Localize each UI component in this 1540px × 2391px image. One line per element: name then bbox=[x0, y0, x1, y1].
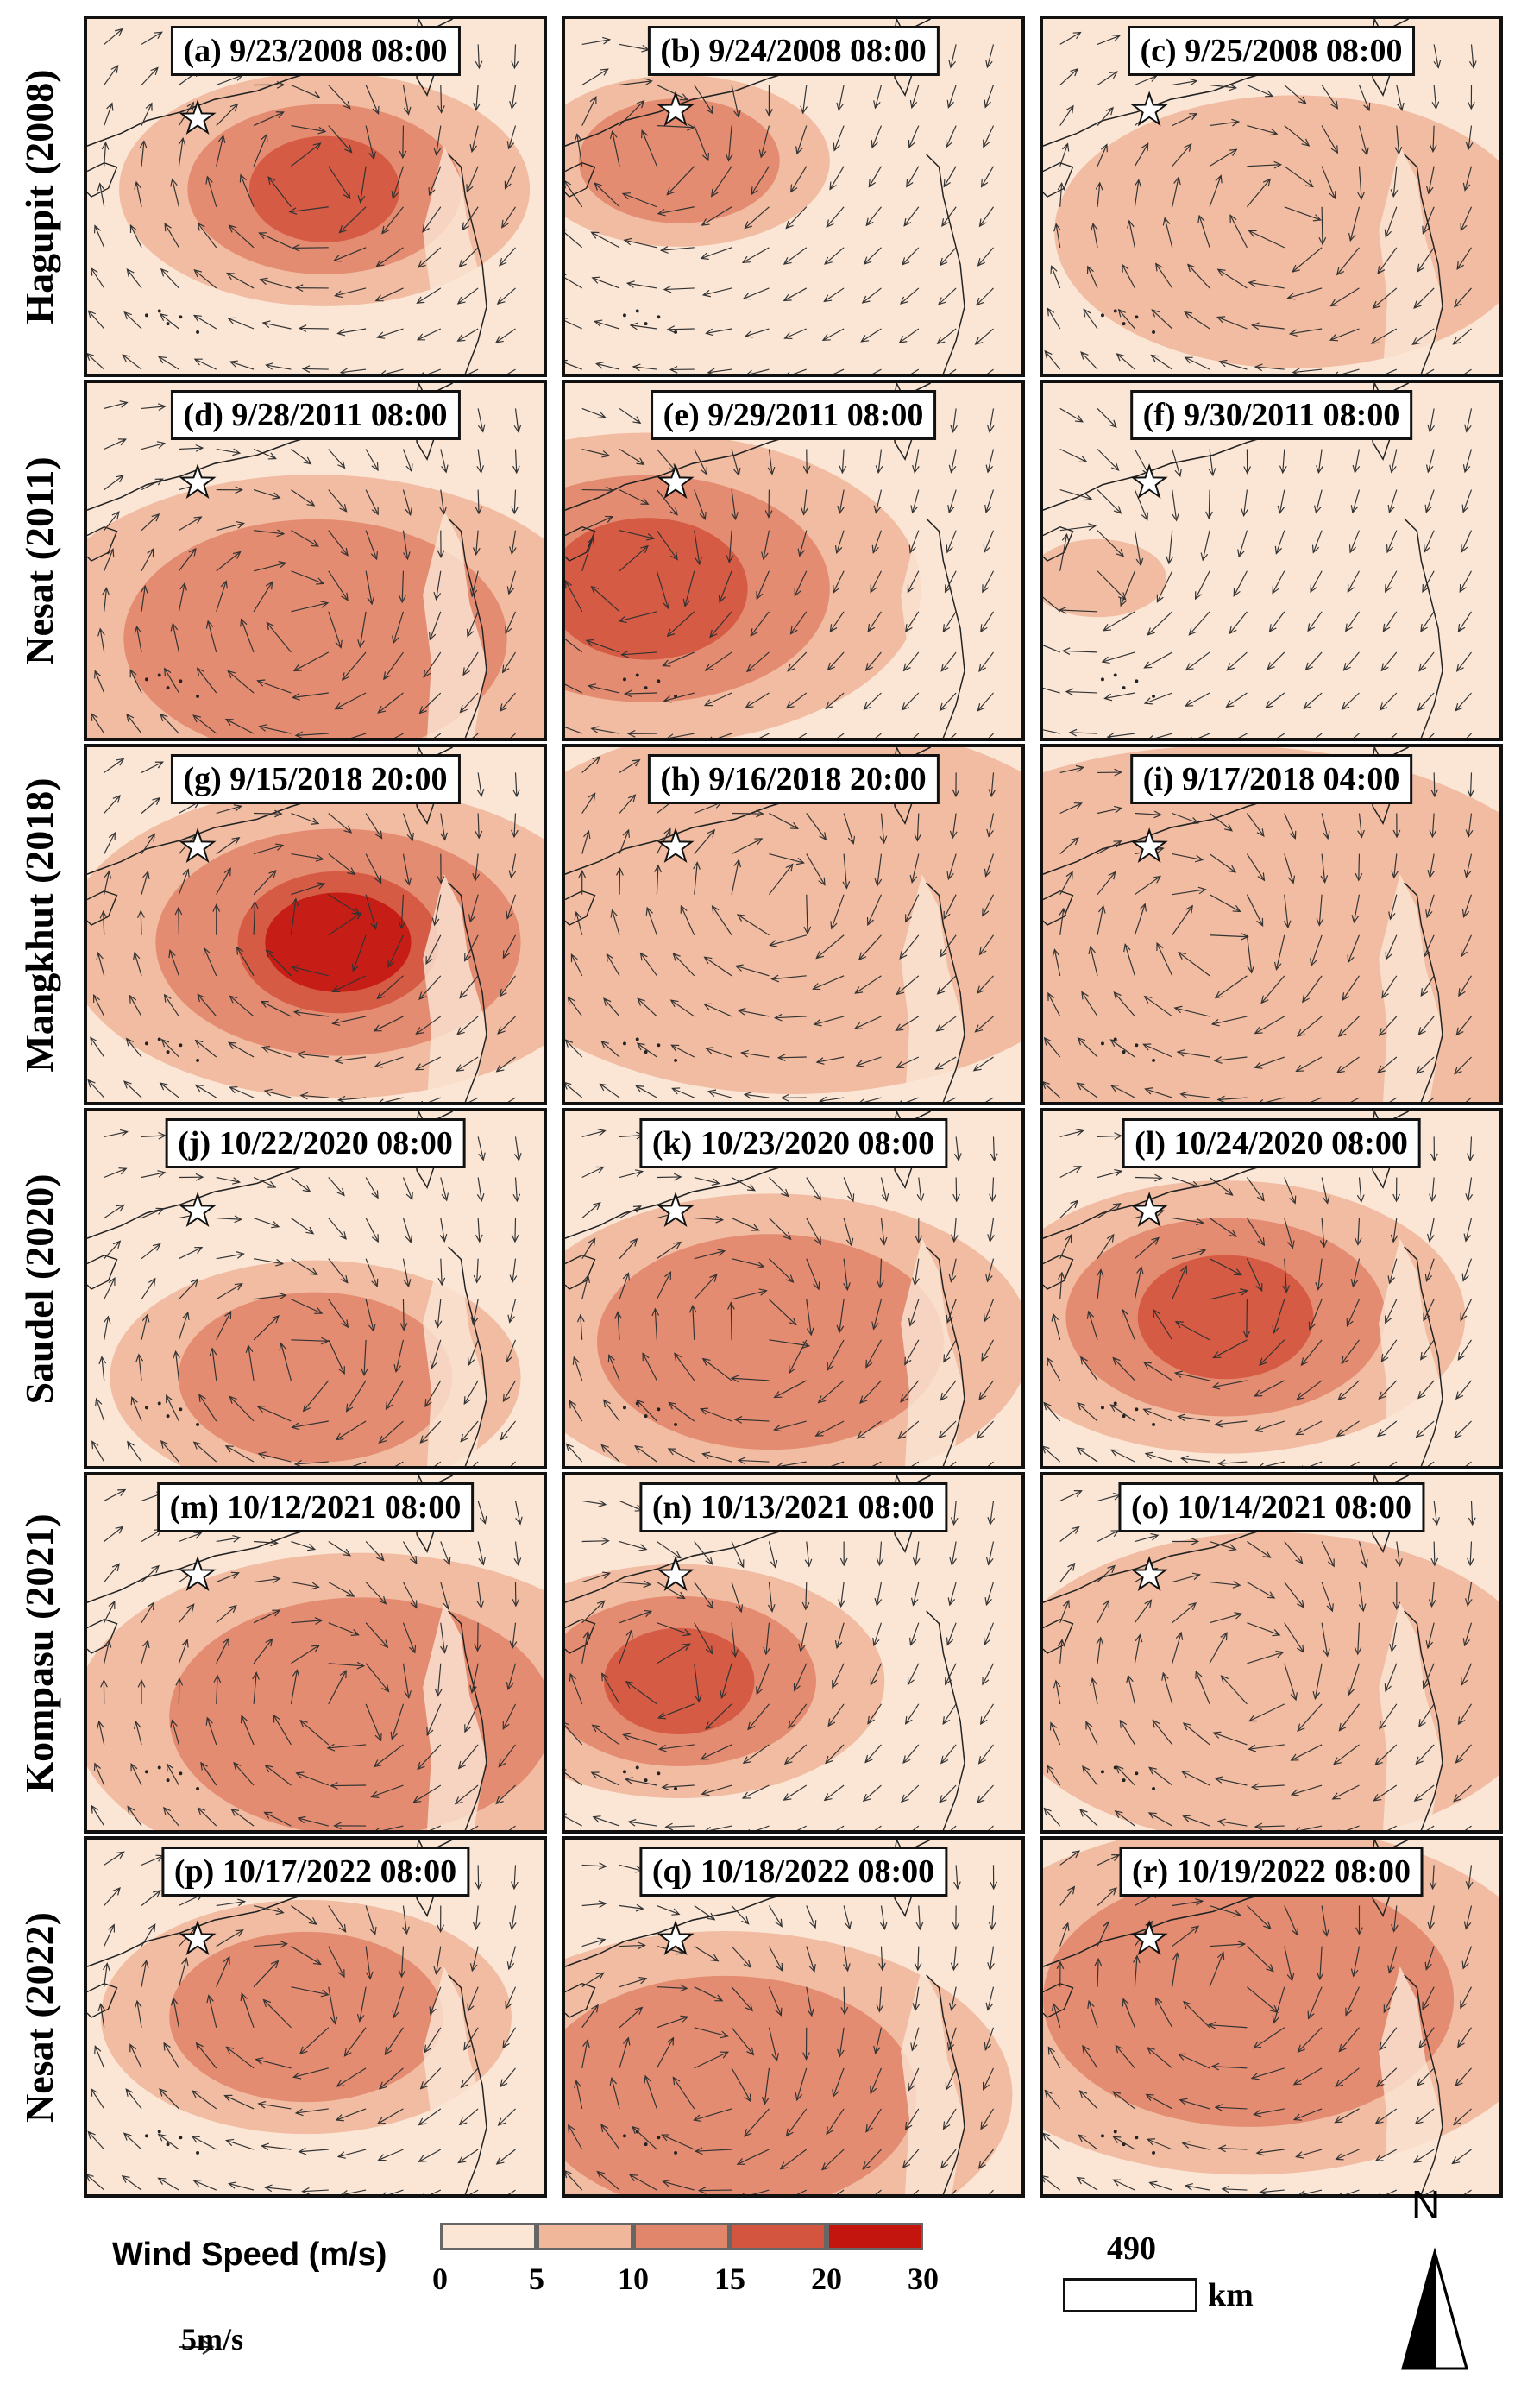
storm-row-label: Kompasu (2021) bbox=[16, 1513, 61, 1793]
location-star-icon bbox=[1130, 91, 1168, 127]
location-star-icon bbox=[179, 827, 217, 864]
panel-title: (c) 9/25/2008 08:00 bbox=[1127, 26, 1416, 76]
wind-map-panel: (o) 10/14/2021 08:00 bbox=[1040, 1472, 1503, 1834]
wind-map-panel: (d) 9/28/2011 08:00 bbox=[84, 380, 547, 741]
wind-field-map bbox=[87, 19, 544, 374]
wind-field-map bbox=[1043, 1840, 1499, 2194]
wind-map-panel: (l) 10/24/2020 08:00 bbox=[1040, 1108, 1503, 1469]
legend-tick-label: 5 bbox=[529, 2262, 544, 2296]
panel-title: (d) 9/28/2011 08:00 bbox=[170, 390, 461, 440]
panel-title: (g) 9/15/2018 20:00 bbox=[170, 754, 461, 804]
legend-swatch bbox=[730, 2223, 827, 2250]
panel-title: (f) 9/30/2011 08:00 bbox=[1129, 390, 1413, 440]
wind-map-panel: (a) 9/23/2008 08:00 bbox=[84, 16, 547, 377]
panel-title: (j) 10/22/2020 08:00 bbox=[165, 1118, 466, 1168]
panel-title: (q) 10/18/2022 08:00 bbox=[638, 1847, 948, 1897]
location-star-icon bbox=[1130, 463, 1168, 500]
wind-map-panel: (c) 9/25/2008 08:00 bbox=[1040, 16, 1503, 377]
location-star-icon bbox=[179, 463, 217, 500]
location-star-icon bbox=[657, 1920, 695, 1956]
storm-row-label: Mangkhut (2018) bbox=[16, 777, 61, 1073]
legend-swatch bbox=[440, 2223, 537, 2250]
location-star-icon bbox=[1130, 1920, 1168, 1956]
location-star-icon bbox=[179, 1556, 217, 1592]
location-star-icon bbox=[1130, 827, 1168, 864]
wind-field-map bbox=[565, 383, 1021, 738]
wind-map-panel: (e) 9/29/2011 08:00 bbox=[562, 380, 1025, 741]
wind-field-map bbox=[1043, 383, 1499, 738]
panel-title: (e) 9/29/2011 08:00 bbox=[650, 390, 937, 440]
wind-field-map bbox=[87, 1840, 544, 2194]
storm-row-label: Hagupit (2008) bbox=[16, 68, 61, 324]
panel-title: (n) 10/13/2021 08:00 bbox=[638, 1482, 948, 1532]
reference-arrow-icon bbox=[179, 2339, 215, 2355]
location-star-icon bbox=[179, 99, 217, 135]
legend-swatch bbox=[537, 2223, 633, 2250]
legend-swatch bbox=[827, 2223, 923, 2250]
legend-tick-label: 20 bbox=[811, 2262, 842, 2296]
wind-field-map bbox=[565, 1111, 1021, 1466]
legend-tick-label: 15 bbox=[714, 2262, 745, 2296]
wind-map-panel: (p) 10/17/2022 08:00 bbox=[84, 1836, 547, 2198]
storm-row-label: Nesat (2011) bbox=[16, 456, 61, 665]
wind-map-panel: (n) 10/13/2021 08:00 bbox=[562, 1472, 1025, 1834]
wind-map-panel: (j) 10/22/2020 08:00 bbox=[84, 1108, 547, 1469]
wind-field-map bbox=[87, 383, 544, 738]
scale-bar-unit: km bbox=[1208, 2277, 1254, 2313]
reference-arrow-label: 5m/s bbox=[181, 2322, 243, 2356]
wind-map-panel: (g) 9/15/2018 20:00 bbox=[84, 744, 547, 1105]
legend-tick-label: 30 bbox=[908, 2262, 939, 2296]
wind-field-map bbox=[565, 1840, 1021, 2194]
wind-map-panel: (q) 10/18/2022 08:00 bbox=[562, 1836, 1025, 2198]
legend-tick-label: 0 bbox=[432, 2262, 448, 2296]
wind-map-panel: (h) 9/16/2018 20:00 bbox=[562, 744, 1025, 1105]
wind-field-map bbox=[1043, 747, 1499, 1102]
location-star-icon bbox=[657, 91, 695, 127]
storm-row-label: Saudel (2020) bbox=[16, 1173, 61, 1405]
wind-field-map bbox=[87, 1475, 544, 1830]
panel-title: (r) 10/19/2022 08:00 bbox=[1119, 1847, 1424, 1897]
legend-swatch bbox=[633, 2223, 730, 2250]
wind-field-map bbox=[87, 1111, 544, 1466]
location-star-icon bbox=[657, 827, 695, 864]
wind-field-map bbox=[1043, 1111, 1499, 1466]
wind-field-map bbox=[1043, 1475, 1499, 1830]
location-star-icon bbox=[657, 1556, 695, 1592]
panel-title: (h) 9/16/2018 20:00 bbox=[647, 754, 940, 804]
panel-title: (o) 10/14/2021 08:00 bbox=[1117, 1482, 1425, 1532]
wind-map-panel: (k) 10/23/2020 08:00 bbox=[562, 1108, 1025, 1469]
scale-bar bbox=[1063, 2278, 1197, 2312]
wind-field-map bbox=[1043, 19, 1499, 374]
panel-title: (b) 9/24/2008 08:00 bbox=[647, 26, 940, 76]
wind-map-panel: (i) 9/17/2018 04:00 bbox=[1040, 744, 1503, 1105]
wind-map-panel: (m) 10/12/2021 08:00 bbox=[84, 1472, 547, 1834]
location-star-icon bbox=[657, 463, 695, 500]
wind-map-panel: (r) 10/19/2022 08:00 bbox=[1040, 1836, 1503, 2198]
wind-map-panel: (f) 9/30/2011 08:00 bbox=[1040, 380, 1503, 741]
wind-field-map bbox=[565, 1475, 1021, 1830]
panel-title: (l) 10/24/2020 08:00 bbox=[1122, 1118, 1421, 1168]
legend-tick-label: 10 bbox=[618, 2262, 649, 2296]
north-label: N bbox=[1411, 2182, 1441, 2227]
legend-title: Wind Speed (m/s) bbox=[112, 2237, 387, 2273]
north-arrow-icon bbox=[1401, 2247, 1468, 2370]
wind-field-map bbox=[565, 747, 1021, 1102]
location-star-icon bbox=[179, 1192, 217, 1228]
panel-title: (m) 10/12/2021 08:00 bbox=[156, 1482, 475, 1532]
scale-bar-value: 490 bbox=[1107, 2231, 1156, 2267]
location-star-icon bbox=[657, 1192, 695, 1228]
location-star-icon bbox=[1130, 1192, 1168, 1228]
wind-field-map bbox=[87, 747, 544, 1102]
panel-title: (p) 10/17/2022 08:00 bbox=[160, 1847, 470, 1897]
panel-title: (k) 10/23/2020 08:00 bbox=[638, 1118, 948, 1168]
wind-map-panel: (b) 9/24/2008 08:00 bbox=[562, 16, 1025, 377]
location-star-icon bbox=[179, 1920, 217, 1956]
panel-title: (a) 9/23/2008 08:00 bbox=[170, 26, 461, 76]
storm-row-label: Nesat (2022) bbox=[16, 1911, 61, 2123]
panel-title: (i) 9/17/2018 04:00 bbox=[1129, 754, 1413, 804]
location-star-icon bbox=[1130, 1556, 1168, 1592]
